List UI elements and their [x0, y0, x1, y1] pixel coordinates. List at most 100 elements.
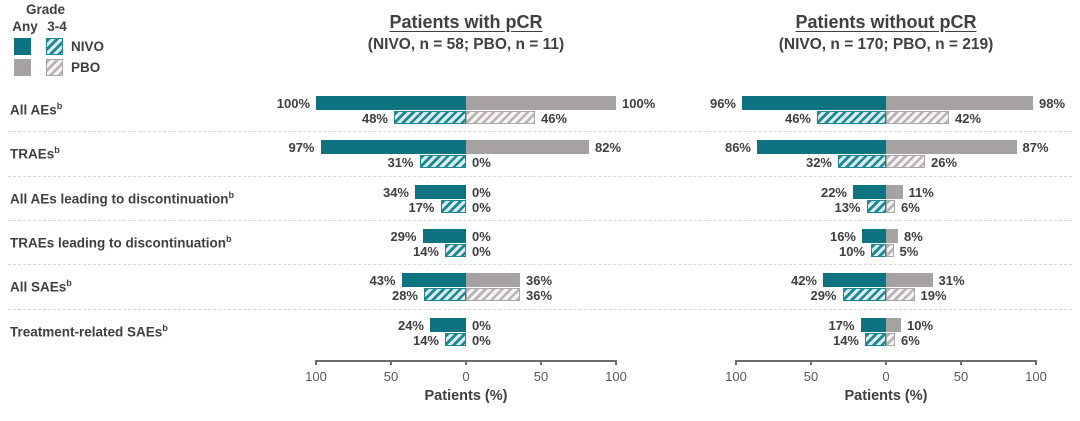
bar-nivo-grade34 [419, 155, 466, 168]
bar-pbo-any [886, 229, 898, 243]
bar-pbo-grade34 [886, 155, 925, 168]
legend-col-any-label: Any [12, 19, 38, 34]
row-separator [8, 131, 1072, 132]
legend: Grade Any 3-4 NIVO PBO [6, 2, 104, 76]
x-axis-tick [735, 360, 737, 365]
value-label-nivo-any: 86% [724, 140, 751, 155]
bar-nivo-grade34 [817, 111, 886, 124]
value-label-pbo-any: 0% [472, 229, 491, 244]
row-label: All AEs leading to discontinuationb [10, 190, 235, 207]
bar-pbo-any [886, 185, 903, 199]
bar-pbo-grade34 [886, 111, 949, 124]
x-axis-tick [1035, 360, 1037, 365]
value-label-pbo-grade34: 0% [472, 155, 491, 170]
bar-pbo-grade34 [466, 288, 520, 301]
x-axis-tick-label: 50 [953, 369, 969, 384]
bar-pbo-any [466, 273, 520, 287]
x-axis-tick-label: 50 [533, 369, 549, 384]
bar-nivo-any [757, 140, 886, 154]
panel-with-pcr-subtitle: (NIVO, n = 58; PBO, n = 11) [367, 36, 565, 53]
value-label-pbo-any: 98% [1039, 96, 1066, 111]
row-separator [8, 176, 1072, 177]
x-axis-tick [885, 360, 887, 365]
value-label-pbo-any: 87% [1022, 140, 1049, 155]
panel-with-pcr-title: Patients with pCR (NIVO, n = 58; PBO, n … [256, 12, 676, 54]
value-label-nivo-any: 24% [397, 318, 424, 333]
x-axis-tick [315, 360, 317, 365]
value-label-nivo-any: 97% [288, 140, 315, 155]
bar-nivo-grade34 [871, 244, 886, 257]
bar-nivo-grade34 [842, 288, 886, 301]
bar-nivo-any [823, 273, 886, 287]
legend-row-pbo: PBO [14, 59, 104, 76]
row-label: Treatment-related SAEsb [10, 323, 168, 340]
bar-pbo-any [886, 140, 1017, 154]
value-label-pbo-grade34: 6% [901, 333, 920, 348]
bar-nivo-any [430, 318, 466, 332]
value-label-nivo-grade34: 48% [361, 111, 388, 126]
value-label-pbo-any: 82% [595, 140, 622, 155]
bar-nivo-any [401, 273, 466, 287]
row-label: TRAEs leading to discontinuationb [10, 234, 232, 251]
value-label-nivo-grade34: 28% [391, 288, 418, 303]
bar-pbo-any [886, 96, 1033, 110]
value-label-pbo-any: 10% [907, 318, 934, 333]
bar-pbo-grade34 [466, 111, 535, 124]
bar-pbo-grade34 [886, 244, 894, 257]
value-label-nivo-grade34: 14% [412, 333, 439, 348]
x-axis-tick [960, 360, 962, 365]
value-label-nivo-grade34: 10% [838, 244, 865, 259]
legend-row-nivo: NIVO [14, 38, 104, 55]
value-label-nivo-any: 22% [820, 185, 847, 200]
row-separator [8, 220, 1072, 221]
bar-pbo-any [886, 318, 901, 332]
bar-nivo-grade34 [865, 333, 886, 346]
value-label-nivo-grade34: 31% [387, 155, 414, 170]
panel-without-pcr-title-text: Patients without pCR [795, 12, 977, 32]
bar-nivo-any [422, 229, 466, 243]
legend-col-grade34-label: 3-4 [47, 19, 67, 34]
panel-without-pcr-title: Patients without pCR (NIVO, n = 170; PBO… [676, 12, 1080, 54]
bar-nivo-grade34 [424, 288, 466, 301]
value-label-pbo-any: 11% [908, 185, 934, 200]
bar-nivo-any [316, 96, 466, 110]
value-label-nivo-grade34: 14% [832, 333, 859, 348]
x-axis-tick-label: 100 [605, 369, 627, 384]
x-axis-tick [465, 360, 467, 365]
value-label-nivo-grade34: 13% [834, 200, 861, 215]
value-label-pbo-any: 36% [526, 273, 553, 288]
value-label-pbo-any: 0% [472, 318, 491, 333]
x-axis-tick-label: 0 [462, 369, 470, 384]
legend-nivo-label: NIVO [71, 39, 105, 54]
bar-nivo-grade34 [394, 111, 466, 124]
bar-pbo-any [466, 96, 616, 110]
legend-pbo-label: PBO [71, 60, 101, 75]
row-label: All AEsb [10, 101, 63, 118]
bar-nivo-grade34 [838, 155, 886, 168]
bar-pbo-grade34 [886, 288, 915, 301]
legend-columns: Any 3-4 [8, 19, 104, 34]
value-label-nivo-any: 16% [829, 229, 856, 244]
bar-pbo-grade34 [886, 200, 895, 213]
bar-nivo-any [860, 318, 886, 332]
value-label-nivo-grade34: 17% [408, 200, 435, 215]
x-axis-tick-label: 50 [803, 369, 819, 384]
x-axis-tick-label: 100 [1025, 369, 1047, 384]
x-axis-tick-label: 100 [725, 369, 747, 384]
value-label-nivo-any: 34% [382, 185, 409, 200]
value-label-pbo-any: 31% [938, 273, 965, 288]
value-label-nivo-grade34: 32% [805, 155, 832, 170]
bar-nivo-any [320, 140, 466, 154]
bar-pbo-any [886, 273, 933, 287]
value-label-nivo-grade34: 14% [412, 244, 439, 259]
value-label-pbo-grade34: 36% [526, 288, 553, 303]
bar-nivo-grade34 [445, 333, 466, 346]
row-label: All SAEsb [10, 278, 72, 295]
value-label-nivo-any: 17% [828, 318, 855, 333]
x-axis-tick-label: 100 [305, 369, 327, 384]
value-label-pbo-grade34: 19% [920, 288, 947, 303]
value-label-nivo-grade34: 29% [810, 288, 837, 303]
bar-nivo-any [853, 185, 886, 199]
value-label-pbo-grade34: 0% [472, 244, 491, 259]
